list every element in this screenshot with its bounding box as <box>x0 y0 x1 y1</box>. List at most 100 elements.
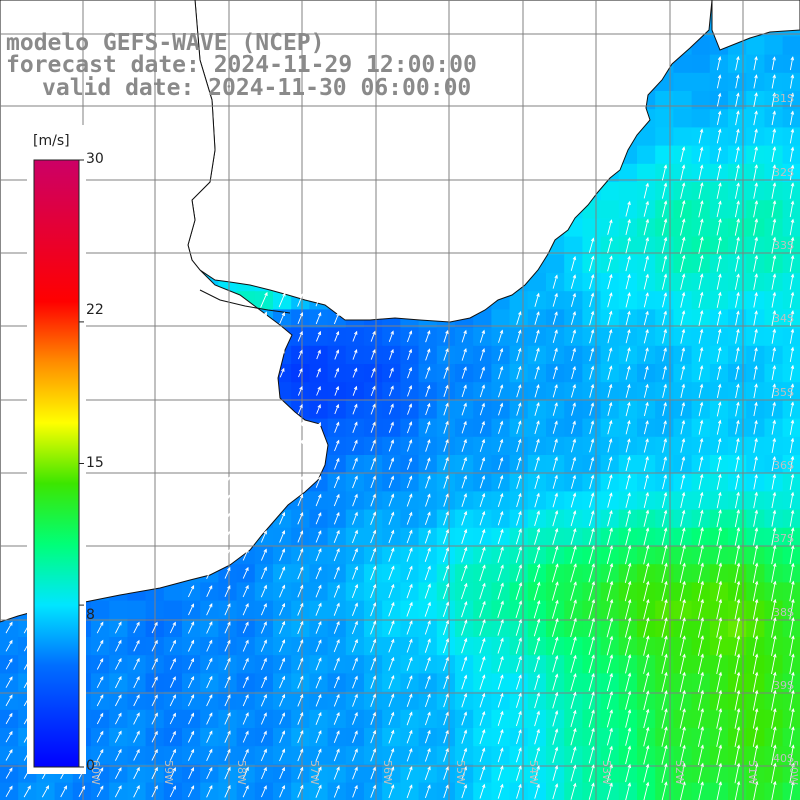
lat-label: 39S <box>773 679 794 692</box>
wind-arrow <box>169 694 176 707</box>
wind-arrow <box>497 747 504 763</box>
wind-arrow <box>479 637 486 654</box>
wind-arrow <box>734 707 741 729</box>
wind-arrow <box>406 711 413 726</box>
wind-arrow <box>789 580 795 602</box>
wind-arrow <box>771 473 777 490</box>
wind-arrow <box>716 56 722 71</box>
wind-arrow <box>425 439 431 452</box>
wind-arrow <box>169 621 176 634</box>
wind-arrow <box>498 420 504 434</box>
wind-arrow <box>96 657 104 670</box>
colorbar <box>27 125 86 774</box>
wind-arrow <box>334 330 340 342</box>
wind-arrow <box>206 712 213 725</box>
wind-arrow <box>680 164 686 181</box>
wind-arrow <box>370 457 376 470</box>
wind-arrow <box>661 273 668 290</box>
wind-arrow <box>552 746 559 764</box>
wind-arrow <box>443 747 449 762</box>
wind-arrow <box>588 727 595 746</box>
wind-arrow <box>661 544 668 565</box>
wind-arrow <box>5 767 13 779</box>
wind-arrow <box>698 291 704 308</box>
wind-arrow <box>643 365 649 380</box>
wind-arrow <box>169 676 176 688</box>
wind-arrow <box>570 746 577 764</box>
wind-arrow <box>697 726 704 747</box>
wind-arrow <box>389 367 394 378</box>
wind-arrow <box>515 546 522 563</box>
wind-arrow <box>224 603 231 616</box>
wind-arrow <box>316 349 321 360</box>
wind-arrow <box>443 366 449 379</box>
wind-arrow <box>607 383 613 398</box>
wind-arrow <box>206 512 213 525</box>
wind-arrow <box>552 673 559 691</box>
wind-arrow <box>442 619 450 636</box>
wind-arrow <box>698 146 704 162</box>
wind-arrow <box>315 530 322 543</box>
wind-arrow <box>443 675 449 689</box>
wind-arrow <box>279 784 286 798</box>
wind-arrow <box>115 694 122 707</box>
wind-arrow <box>133 694 140 707</box>
wind-arrow <box>461 402 467 416</box>
wind-arrow <box>370 583 377 599</box>
wind-arrow <box>443 474 449 489</box>
wind-arrow <box>316 385 321 396</box>
wind-arrow <box>643 653 650 674</box>
wind-arrow <box>697 671 704 693</box>
wind-arrow <box>570 492 577 508</box>
wind-arrow <box>297 784 304 798</box>
wind-arrow <box>406 601 413 617</box>
wind-arrow <box>242 584 249 598</box>
wind-arrow <box>716 562 723 584</box>
wind-arrow <box>607 510 613 527</box>
wind-arrow <box>588 764 595 782</box>
wind-arrow <box>752 653 759 675</box>
wind-arrow <box>425 366 431 379</box>
wind-arrow <box>734 236 740 254</box>
wind-arrow <box>351 565 358 580</box>
wind-arrow <box>752 580 759 602</box>
wind-arrow <box>716 236 722 254</box>
wind-arrow <box>242 748 249 761</box>
wind-arrow <box>625 527 632 546</box>
wind-arrow <box>734 580 741 602</box>
wind-arrow <box>388 385 394 397</box>
wind-arrow <box>534 329 540 343</box>
wind-arrow <box>260 639 267 652</box>
wind-arrow <box>498 384 504 398</box>
wind-arrow <box>771 708 777 729</box>
wind-arrow <box>388 348 394 360</box>
wind-arrow <box>606 691 613 710</box>
wind-arrow <box>497 546 504 563</box>
colorbar-tick-30: 30 <box>86 151 104 167</box>
wind-arrow <box>479 475 486 489</box>
wind-arrow <box>551 599 559 619</box>
wind-arrow <box>552 765 559 781</box>
wind-arrow <box>698 182 704 199</box>
wind-arrow <box>224 748 231 761</box>
wind-arrow <box>697 562 704 584</box>
wind-arrow <box>352 784 358 798</box>
wind-arrow <box>187 785 195 798</box>
wind-arrow <box>589 328 595 344</box>
wind-arrow <box>333 529 340 543</box>
wind-arrow <box>643 527 650 546</box>
wind-arrow <box>516 783 522 799</box>
wind-arrow <box>479 456 486 471</box>
wind-arrow <box>679 671 686 693</box>
wind-arrow <box>716 328 722 344</box>
wind-arrow <box>224 730 231 743</box>
wind-arrow <box>552 383 558 398</box>
wind-arrow <box>698 200 704 218</box>
wind-arrow <box>224 657 231 671</box>
wind-arrow <box>680 182 686 199</box>
wind-arrow <box>552 438 558 453</box>
wind-arrow <box>698 473 704 490</box>
wind-arrow <box>643 690 650 711</box>
wind-arrow <box>114 621 122 634</box>
wind-arrow <box>716 200 722 218</box>
